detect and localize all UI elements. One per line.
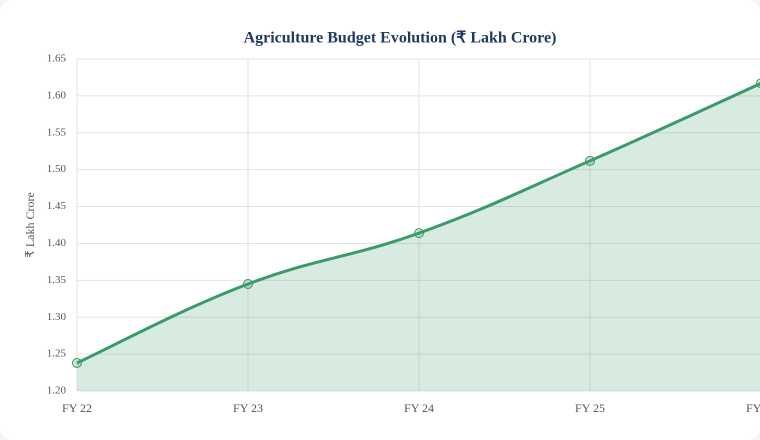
x-tick-label: FY 26 — [746, 401, 760, 415]
point — [756, 78, 760, 89]
y-tick-label: 1.35 — [47, 274, 67, 286]
y-axis-label: ₹ Lakh Crore — [23, 192, 37, 258]
y-tick-label: 1.65 — [47, 53, 67, 65]
y-tick-label: 1.25 — [47, 348, 67, 360]
chart-title: Agriculture Budget Evolution (₹ Lakh Cro… — [244, 30, 557, 47]
y-tick-label: 1.40 — [47, 237, 67, 249]
y-tick-label: 1.55 — [47, 126, 67, 138]
line — [76, 82, 760, 365]
y-tick-label: 1.60 — [47, 89, 67, 101]
y-tick-label: 1.20 — [47, 385, 67, 397]
point — [414, 228, 424, 239]
y-tick-label: 1.45 — [47, 200, 67, 212]
point — [72, 357, 82, 368]
point — [585, 155, 595, 166]
x-tick-label: FY 22 — [62, 401, 92, 415]
x-tick-label: FY 24 — [404, 401, 434, 415]
x-tick-label: FY 25 — [575, 401, 605, 415]
point — [243, 279, 253, 290]
y-tick-label: 1.50 — [47, 163, 67, 175]
y-tick-label: 1.30 — [47, 311, 67, 323]
x-tick-label: FY 23 — [233, 401, 263, 415]
